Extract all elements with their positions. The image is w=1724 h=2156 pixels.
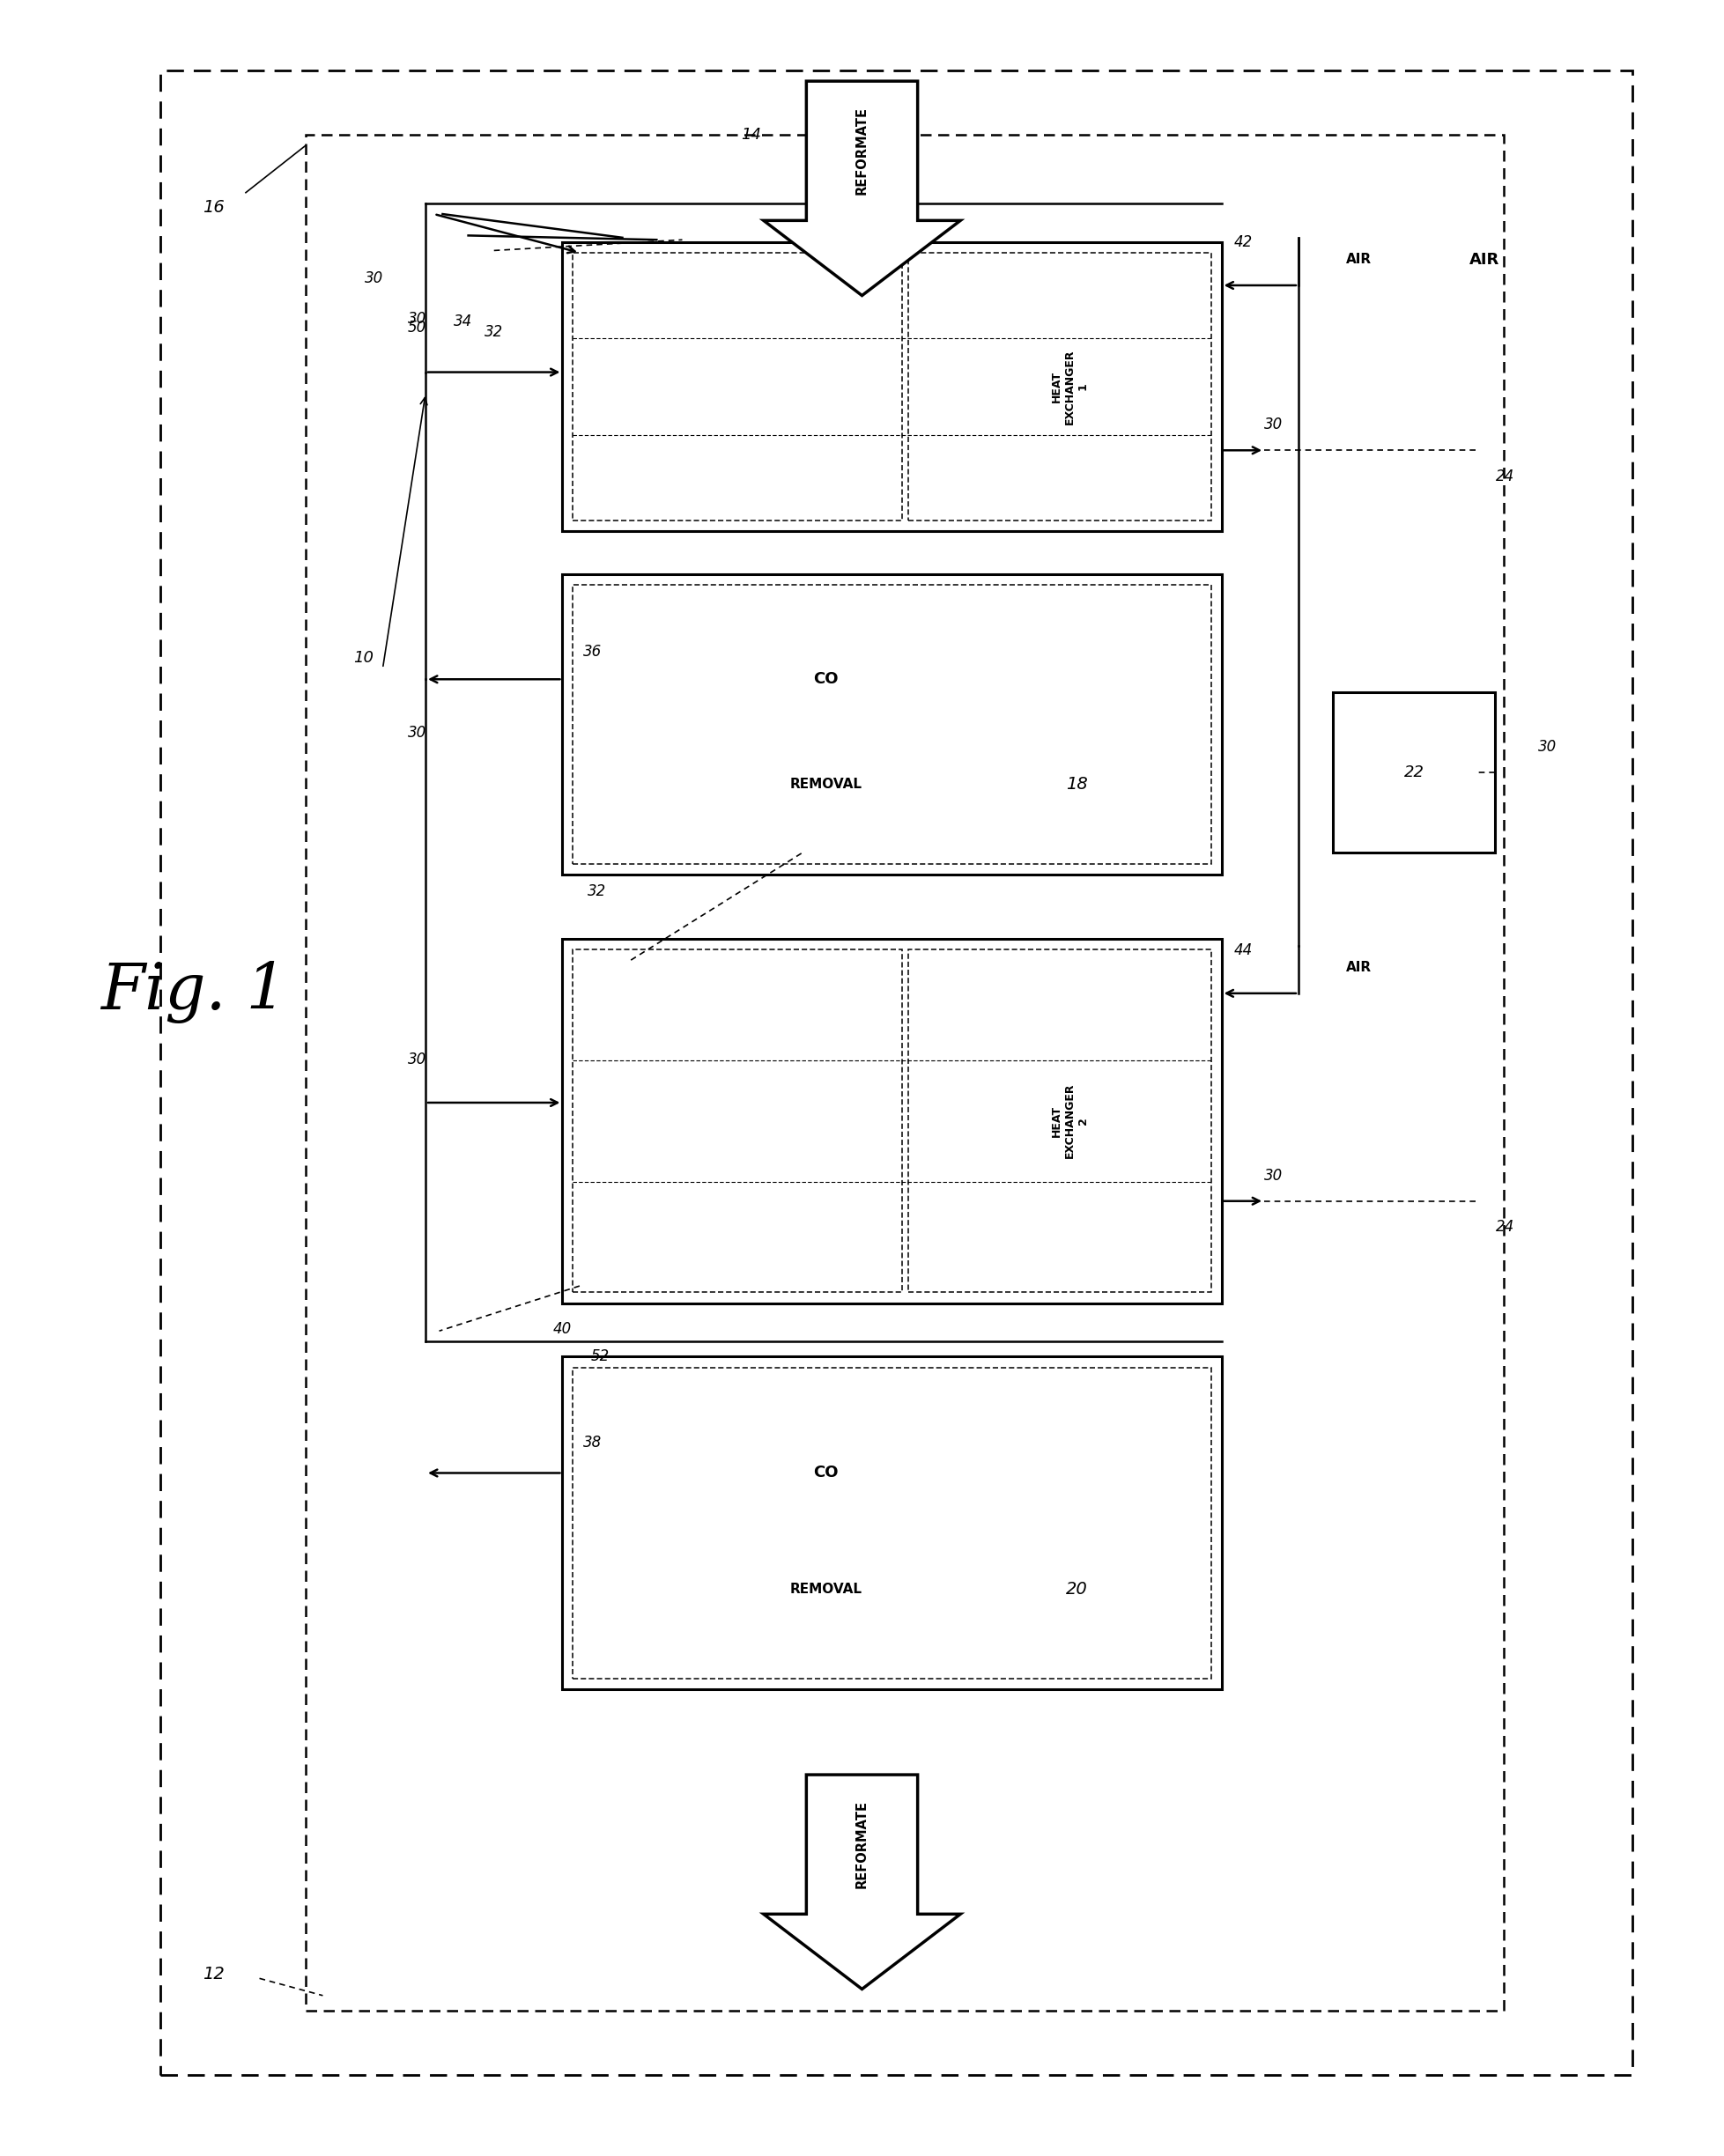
Text: HEAT
EXCHANGER
2: HEAT EXCHANGER 2 — [1052, 1082, 1090, 1158]
Text: AIR: AIR — [1346, 962, 1372, 975]
Text: 18: 18 — [1065, 776, 1088, 793]
Text: HEAT
EXCHANGER
1: HEAT EXCHANGER 1 — [1052, 349, 1090, 425]
Text: 30: 30 — [1264, 1166, 1283, 1184]
Bar — [572, 584, 1212, 865]
Bar — [160, 71, 1633, 2074]
Bar — [562, 573, 1222, 875]
Bar — [572, 252, 902, 520]
Bar — [305, 134, 1503, 2012]
Text: 32: 32 — [484, 323, 503, 341]
Bar — [562, 1356, 1222, 1688]
Bar — [572, 1367, 1212, 1677]
Bar — [572, 949, 902, 1291]
Text: 22: 22 — [1403, 765, 1424, 780]
Text: 14: 14 — [741, 127, 760, 142]
Text: 20: 20 — [1065, 1580, 1088, 1598]
Bar — [909, 949, 1212, 1291]
Text: 42: 42 — [1234, 235, 1253, 250]
Text: 30: 30 — [407, 724, 426, 742]
Text: 30: 30 — [407, 1052, 426, 1067]
Text: 36: 36 — [583, 642, 602, 660]
Text: AIR: AIR — [1346, 252, 1372, 265]
Text: REMOVAL: REMOVAL — [790, 778, 862, 791]
Text: 40: 40 — [553, 1322, 572, 1337]
Text: 32: 32 — [588, 884, 607, 899]
Text: CO: CO — [814, 671, 838, 688]
Text: 30: 30 — [365, 270, 383, 287]
Polygon shape — [764, 1774, 960, 1990]
Text: 52: 52 — [591, 1350, 610, 1365]
Text: 50: 50 — [407, 319, 426, 336]
Text: 24: 24 — [1495, 1218, 1514, 1235]
Text: CO: CO — [814, 1466, 838, 1481]
Polygon shape — [764, 82, 960, 295]
Text: REFORMATE: REFORMATE — [855, 108, 869, 194]
Bar — [562, 241, 1222, 530]
Text: 30: 30 — [407, 310, 426, 326]
Bar — [1333, 692, 1495, 854]
Text: REFORMATE: REFORMATE — [855, 1800, 869, 1889]
Text: REMOVAL: REMOVAL — [790, 1583, 862, 1595]
Text: 34: 34 — [453, 313, 472, 330]
Text: 12: 12 — [203, 1966, 224, 1984]
Text: 10: 10 — [353, 649, 374, 666]
Text: Fig. 1: Fig. 1 — [100, 962, 286, 1024]
Bar — [909, 252, 1212, 520]
Text: 30: 30 — [1538, 740, 1557, 755]
Text: 24: 24 — [1495, 468, 1514, 483]
Text: 16: 16 — [203, 198, 224, 216]
Text: 44: 44 — [1234, 942, 1253, 959]
Bar — [562, 938, 1222, 1302]
Text: 30: 30 — [1264, 416, 1283, 433]
Text: 38: 38 — [583, 1436, 602, 1451]
Text: AIR: AIR — [1469, 252, 1500, 267]
